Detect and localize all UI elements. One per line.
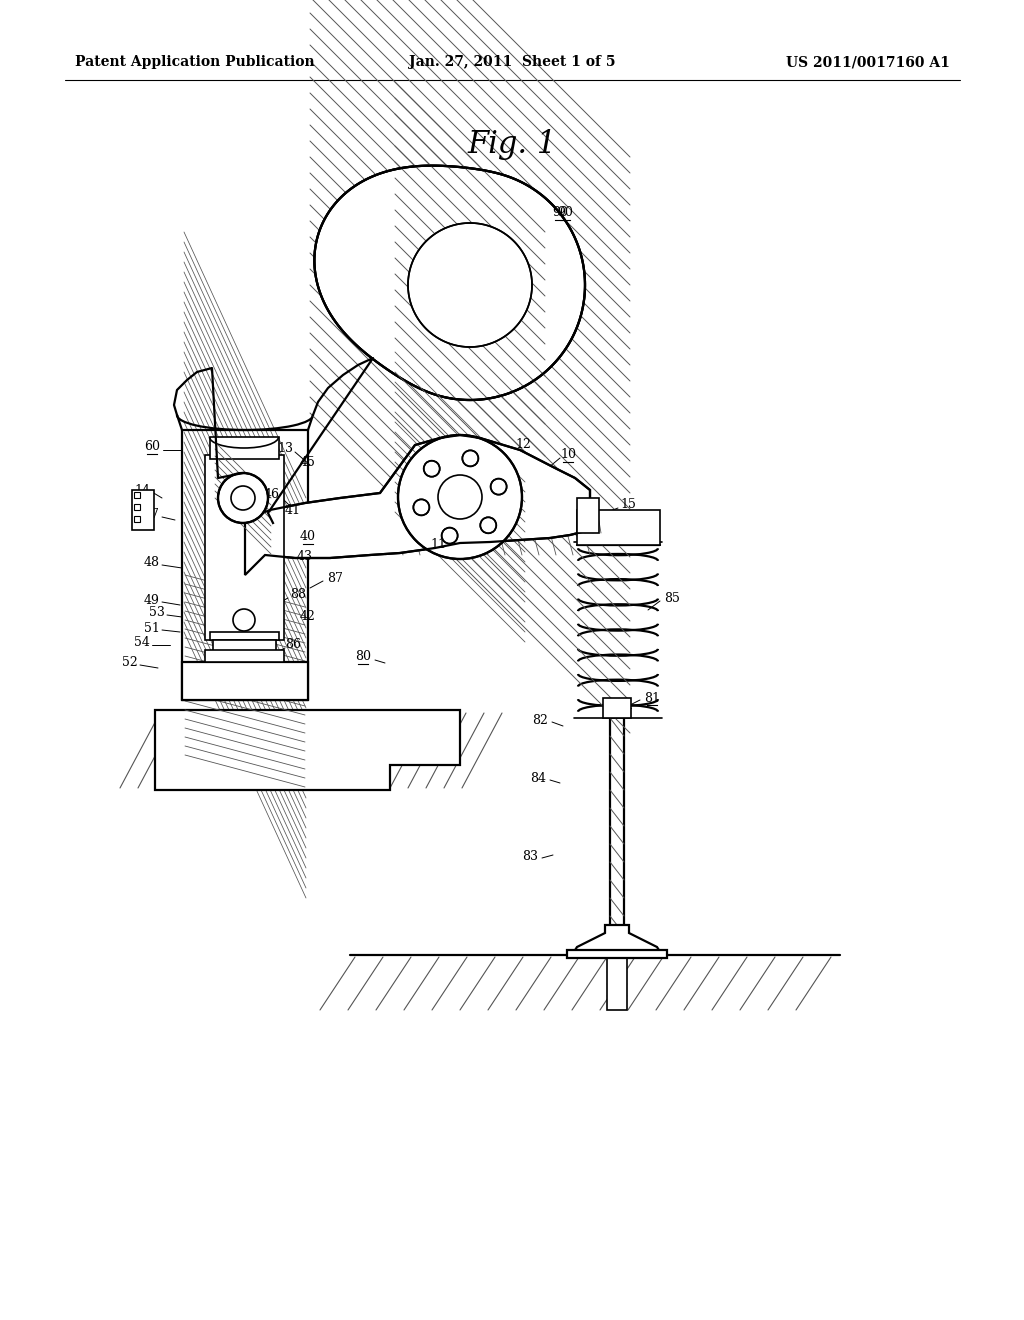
- Text: 88: 88: [290, 589, 306, 602]
- Text: 86: 86: [285, 639, 301, 652]
- Bar: [607, 954, 627, 1010]
- Text: 15: 15: [621, 499, 636, 511]
- Bar: [132, 490, 154, 531]
- Text: 49: 49: [144, 594, 160, 606]
- Polygon shape: [155, 710, 460, 789]
- Bar: [210, 437, 279, 459]
- Text: 13: 13: [278, 441, 293, 454]
- Text: US 2011/0017160 A1: US 2011/0017160 A1: [786, 55, 950, 69]
- Text: 42: 42: [300, 610, 316, 623]
- Ellipse shape: [441, 528, 458, 544]
- Text: 41: 41: [285, 503, 301, 516]
- Text: 80: 80: [355, 651, 371, 664]
- Text: 87: 87: [327, 572, 343, 585]
- Text: 54: 54: [134, 636, 150, 649]
- Polygon shape: [314, 165, 585, 400]
- Text: 82: 82: [532, 714, 548, 726]
- Text: 85: 85: [664, 591, 680, 605]
- Bar: [577, 510, 660, 545]
- Text: Patent Application Publication: Patent Application Publication: [75, 55, 314, 69]
- Ellipse shape: [424, 461, 439, 477]
- Text: 51: 51: [144, 622, 160, 635]
- Text: 90: 90: [557, 206, 573, 219]
- Bar: [577, 498, 599, 533]
- Text: Fig. 1: Fig. 1: [467, 129, 557, 161]
- Ellipse shape: [463, 450, 478, 466]
- Text: 53: 53: [150, 606, 165, 619]
- Text: 43: 43: [297, 550, 313, 564]
- Text: 47: 47: [144, 508, 160, 521]
- Text: 46: 46: [264, 488, 280, 502]
- Text: 45: 45: [300, 457, 316, 470]
- Text: 84: 84: [530, 771, 546, 784]
- Text: 90: 90: [552, 206, 568, 219]
- Text: 14: 14: [134, 483, 150, 496]
- Ellipse shape: [231, 486, 255, 510]
- Text: 10: 10: [560, 449, 575, 462]
- Text: Jan. 27, 2011  Sheet 1 of 5: Jan. 27, 2011 Sheet 1 of 5: [409, 55, 615, 69]
- Ellipse shape: [398, 436, 522, 558]
- Bar: [182, 663, 308, 700]
- Polygon shape: [572, 925, 662, 954]
- Ellipse shape: [218, 473, 268, 523]
- Bar: [603, 698, 631, 718]
- Bar: [134, 504, 140, 510]
- Ellipse shape: [414, 499, 429, 515]
- Bar: [205, 649, 284, 663]
- Bar: [210, 632, 279, 640]
- Text: 12: 12: [515, 438, 530, 451]
- Text: 81: 81: [644, 692, 660, 705]
- Ellipse shape: [233, 609, 255, 631]
- Bar: [205, 455, 284, 640]
- Text: 40: 40: [300, 531, 316, 544]
- Ellipse shape: [480, 517, 497, 533]
- Text: 60: 60: [144, 441, 160, 454]
- Bar: [134, 492, 140, 498]
- Text: 83: 83: [522, 850, 538, 863]
- Polygon shape: [408, 223, 532, 347]
- Text: 48: 48: [144, 557, 160, 569]
- Bar: [213, 640, 276, 652]
- Text: 11: 11: [430, 537, 446, 550]
- Bar: [567, 950, 667, 958]
- Ellipse shape: [438, 475, 482, 519]
- Bar: [134, 516, 140, 521]
- Polygon shape: [245, 436, 590, 576]
- Text: 52: 52: [122, 656, 138, 669]
- Ellipse shape: [490, 479, 507, 495]
